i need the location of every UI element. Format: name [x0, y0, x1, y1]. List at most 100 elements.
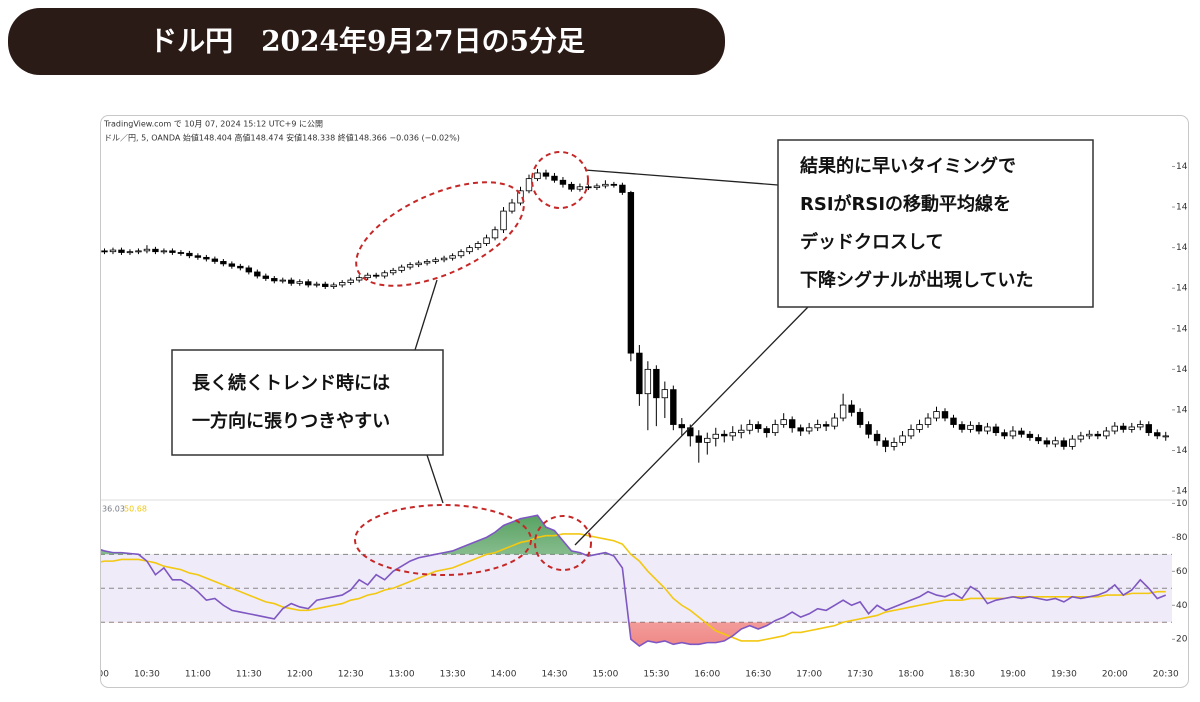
candle-body — [797, 427, 804, 432]
y-tick-label: 80 — [1176, 533, 1188, 543]
x-tick-label: 17:30 — [847, 670, 873, 680]
candle-body — [389, 269, 397, 274]
plot-area: TradingView.com で 10月 07, 2024 15:12 UTC… — [101, 120, 1200, 680]
candle-body — [466, 247, 473, 253]
connector — [426, 454, 444, 504]
candle-body — [262, 275, 269, 279]
candle-body — [220, 261, 227, 265]
candle-body — [695, 435, 702, 443]
title: ドル円 2024年9月27日の5分足 — [149, 25, 585, 58]
annotation-text: RSIがRSIの移動平均線を — [800, 193, 1011, 215]
candle-body — [440, 257, 448, 261]
annotation-box — [777, 139, 1094, 308]
candle-body — [1128, 426, 1135, 430]
candle-body — [1162, 435, 1169, 438]
candle-body — [237, 265, 244, 269]
candle-body — [457, 251, 465, 257]
x-tick-label: 16:30 — [745, 670, 771, 680]
candle-body — [517, 190, 524, 204]
candle-body — [619, 184, 626, 193]
x-tick-label: 13:30 — [440, 670, 466, 680]
candle-body — [423, 261, 431, 264]
y-tick-label: 146.5 — [1176, 162, 1200, 172]
candle-body — [1086, 433, 1093, 437]
candle-body — [143, 248, 151, 252]
candle-body — [254, 271, 261, 277]
candle-body — [1103, 430, 1110, 437]
x-tick-label: 11:00 — [185, 670, 211, 680]
candle-body — [152, 248, 159, 253]
candle-body — [772, 424, 779, 434]
candle-body — [916, 424, 923, 430]
x-tick-label: 14:30 — [541, 670, 567, 680]
candle-body — [313, 283, 320, 286]
x-tick-label: 11:30 — [236, 670, 262, 680]
x-tick-label: 19:30 — [1051, 670, 1077, 680]
connector — [414, 279, 438, 351]
candle-body — [118, 249, 125, 253]
annotation-text: 一方向に張りつきやすい — [192, 410, 390, 432]
candle-body — [1026, 433, 1034, 438]
annotation-text: 結果的に早いタイミングで — [800, 155, 1016, 177]
candle-body — [398, 266, 405, 271]
candle-body — [831, 417, 838, 427]
y-tick-label: 20 — [1176, 635, 1188, 645]
candle-body — [738, 429, 745, 434]
candle-body — [474, 243, 482, 249]
x-tick-label: 15:30 — [643, 670, 669, 680]
candle-body — [500, 210, 507, 231]
candle-body — [186, 252, 193, 257]
x-tick-label: 14:00 — [491, 670, 517, 680]
candle-body — [483, 237, 490, 244]
x-tick-label: 10:30 — [134, 670, 160, 680]
candle-body — [1069, 438, 1076, 447]
annotation-text: デッドクロスして — [800, 231, 943, 253]
candle-body — [1145, 424, 1152, 434]
candle-body — [729, 432, 736, 437]
candle-body — [491, 229, 499, 239]
candle-body — [1077, 435, 1085, 440]
x-tick-label: 18:00 — [898, 670, 924, 680]
y-tick-label: 142.5 — [1176, 487, 1200, 497]
candle-body — [1018, 430, 1025, 435]
y-tick-label: 145.5 — [1176, 243, 1200, 253]
candle-body — [678, 424, 686, 429]
candle-body — [899, 435, 906, 443]
candle-body — [381, 272, 388, 277]
highlight-ellipse — [355, 181, 525, 287]
candle-body — [602, 183, 609, 187]
candle-body — [670, 389, 677, 425]
highlight-ellipse — [531, 151, 589, 209]
y-tick-label: 143.5 — [1176, 405, 1200, 415]
chart-header: TradingView.com で 10月 07, 2024 15:12 UTC… — [103, 120, 323, 129]
candle-body — [746, 424, 753, 431]
y-tick-label: 60 — [1176, 567, 1188, 577]
candle-body — [848, 404, 855, 413]
candle-body — [542, 172, 550, 177]
candle-body — [1035, 437, 1042, 442]
candle-body — [1001, 432, 1008, 437]
candle-body — [559, 179, 567, 185]
candle-body — [576, 186, 584, 190]
candle-body — [1137, 424, 1144, 428]
annotation-text: 下降シグナルが出現していた — [800, 269, 1033, 291]
y-tick-label: 143 — [1176, 446, 1193, 456]
candle-body — [721, 433, 728, 437]
candle-body — [126, 251, 134, 254]
candle-body — [593, 185, 601, 188]
candle-body — [551, 175, 558, 181]
candle-body — [1060, 440, 1068, 447]
highlight-ellipses — [354, 151, 592, 576]
x-tick-label: 16:00 — [694, 670, 720, 680]
candle-body — [372, 274, 380, 277]
candle-body — [101, 250, 108, 253]
candle-body — [355, 277, 363, 281]
candle-body — [763, 428, 770, 434]
candle-body — [712, 433, 719, 439]
candle-body — [975, 424, 983, 432]
y-tick-label: 40 — [1176, 601, 1188, 611]
candle-body — [1094, 433, 1102, 437]
legend-value: 36.03 — [102, 505, 125, 514]
candle-body — [1154, 432, 1161, 437]
